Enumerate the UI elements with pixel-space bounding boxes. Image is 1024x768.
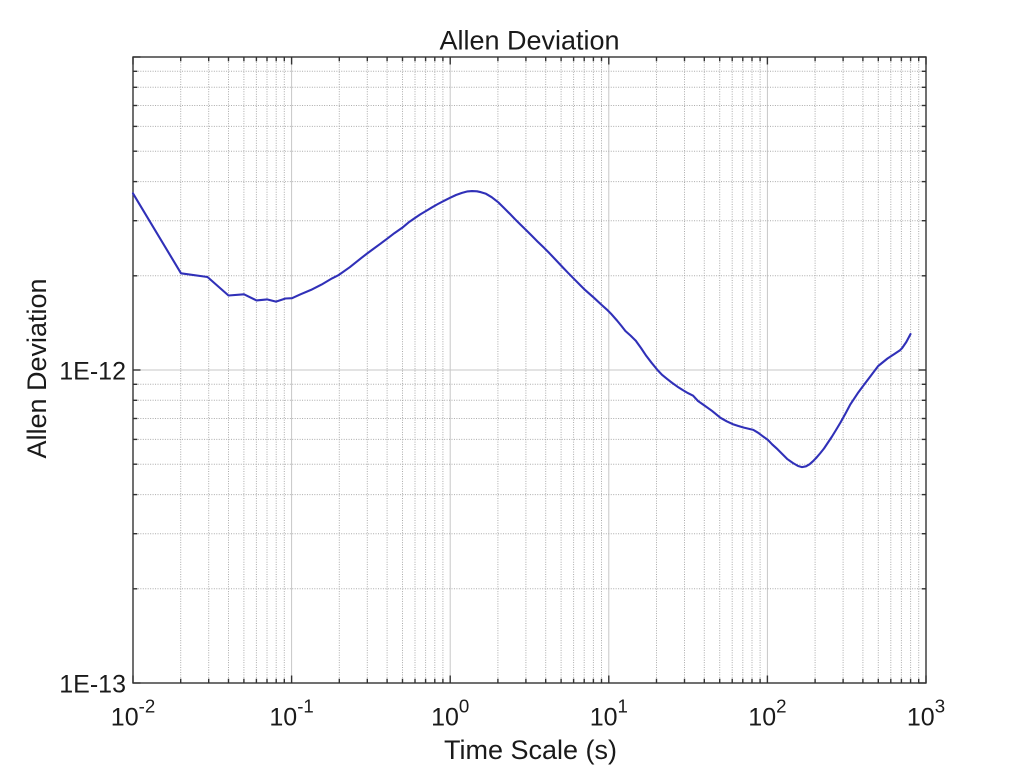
svg-text:Time Scale (s): Time Scale (s) — [444, 735, 617, 765]
svg-text:-2: -2 — [139, 696, 156, 717]
svg-text:10: 10 — [748, 703, 776, 731]
svg-text:10: 10 — [269, 703, 297, 731]
svg-text:10: 10 — [111, 703, 139, 731]
svg-text:10: 10 — [590, 703, 618, 731]
svg-text:1E-13: 1E-13 — [59, 670, 126, 698]
svg-text:Allen Deviation: Allen Deviation — [22, 278, 52, 458]
svg-text:1: 1 — [618, 696, 628, 717]
svg-text:3: 3 — [935, 696, 945, 717]
svg-text:1E-12: 1E-12 — [59, 357, 126, 385]
svg-text:10: 10 — [907, 703, 935, 731]
svg-text:-1: -1 — [297, 696, 314, 717]
svg-text:2: 2 — [776, 696, 786, 717]
svg-text:10: 10 — [431, 703, 459, 731]
svg-text:0: 0 — [459, 696, 469, 717]
svg-text:Allen Deviation: Allen Deviation — [439, 26, 619, 56]
